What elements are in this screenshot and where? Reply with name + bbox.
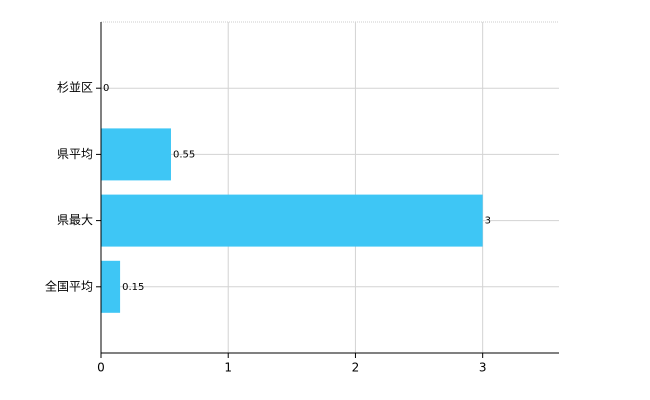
y-tick-label: 杉並区: [57, 81, 93, 95]
y-tick-label: 県平均: [57, 147, 93, 161]
bar: [101, 260, 121, 313]
value-label: 0.15: [122, 282, 144, 293]
x-tick-label: 3: [479, 361, 487, 375]
value-label: 3: [485, 216, 491, 227]
value-label: 0.55: [173, 149, 195, 160]
x-tick-label: 0: [97, 361, 105, 375]
value-label: 0: [103, 83, 109, 94]
bar: [101, 194, 483, 247]
bar: [101, 128, 171, 181]
x-tick-label: 2: [352, 361, 360, 375]
y-tick-label: 県最大: [57, 213, 93, 227]
x-tick-label: 1: [224, 361, 232, 375]
y-tick-label: 全国平均: [45, 278, 93, 293]
